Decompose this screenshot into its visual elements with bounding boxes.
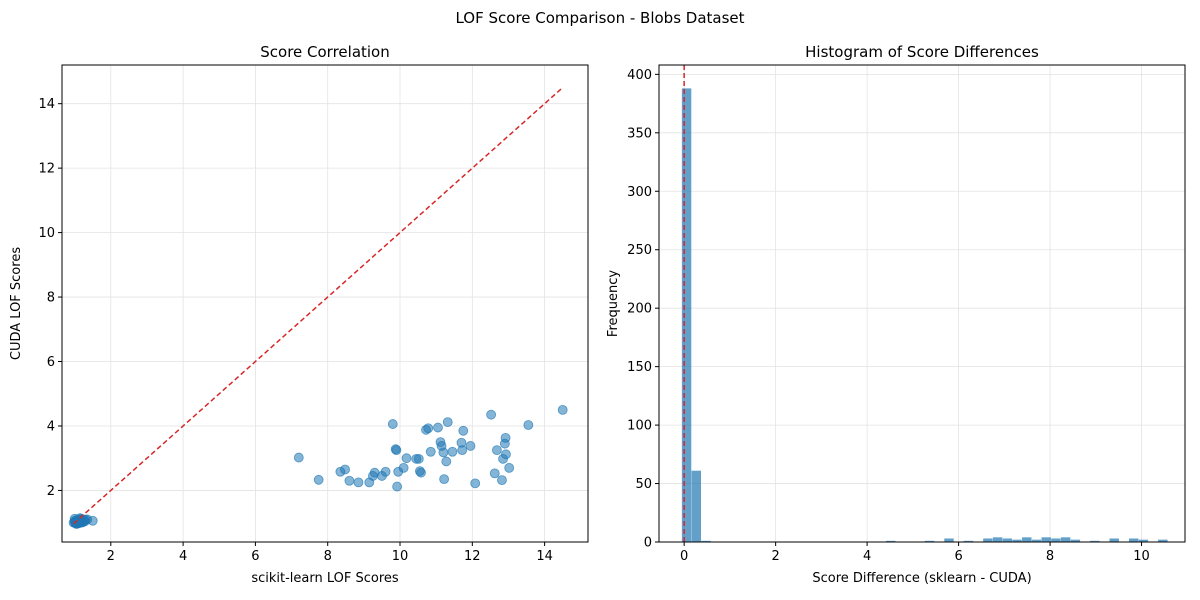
axes-frame bbox=[658, 64, 1186, 543]
histogram-bar bbox=[1031, 539, 1042, 542]
x-tick-label: 0 bbox=[680, 549, 688, 564]
scatter-point bbox=[491, 445, 502, 456]
x-tick-label: 2 bbox=[107, 549, 115, 564]
histogram-bar bbox=[963, 540, 974, 542]
scatter-point bbox=[416, 467, 426, 478]
y-tick-label: 400 bbox=[627, 68, 652, 83]
scatter-point bbox=[501, 449, 511, 460]
y-axis-label: Frequency bbox=[606, 270, 621, 337]
histogram-bar bbox=[1022, 537, 1032, 542]
scatter-point bbox=[441, 456, 452, 467]
histogram-bar bbox=[992, 537, 1003, 542]
reference-line bbox=[73, 87, 564, 525]
scatter-point bbox=[433, 422, 443, 433]
y-tick-label: 250 bbox=[627, 243, 652, 258]
histogram-bar bbox=[1070, 539, 1081, 542]
scatter-point bbox=[497, 475, 507, 486]
histogram-bar bbox=[885, 540, 896, 542]
x-tick-label: 2 bbox=[771, 549, 779, 564]
figure-title: LOF Score Comparison - Blobs Dataset bbox=[455, 9, 745, 27]
scatter-point bbox=[557, 404, 568, 415]
scatter-point bbox=[523, 420, 534, 430]
y-tick-label: 10 bbox=[38, 226, 55, 241]
y-tick-label: 2 bbox=[47, 484, 55, 499]
x-tick-label: 6 bbox=[954, 549, 962, 564]
scatter-point bbox=[401, 453, 412, 464]
y-tick-label: 350 bbox=[627, 126, 652, 141]
x-tick-label: 4 bbox=[179, 549, 187, 564]
scatter-point bbox=[391, 445, 402, 456]
histogram-bar bbox=[1128, 538, 1139, 542]
y-tick-label: 12 bbox=[38, 162, 55, 177]
scatter-point bbox=[489, 468, 500, 479]
scatter-point bbox=[87, 515, 98, 526]
chart-title: Histogram of Score Differences bbox=[805, 43, 1039, 61]
x-tick-label: 6 bbox=[251, 549, 259, 564]
histogram-bar bbox=[983, 538, 993, 542]
histogram-bar bbox=[1138, 539, 1149, 542]
scatter-point bbox=[398, 462, 409, 473]
y-tick-label: 4 bbox=[47, 419, 55, 434]
y-tick-label: 0 bbox=[644, 536, 652, 551]
histogram-bar bbox=[691, 470, 702, 542]
scatter-point bbox=[465, 441, 476, 451]
scatter-point bbox=[458, 425, 469, 436]
scatter-point bbox=[425, 446, 436, 457]
scatter-point bbox=[457, 445, 468, 456]
histogram-bar bbox=[1090, 540, 1100, 542]
histogram-bar bbox=[1060, 537, 1071, 542]
x-tick-label: 8 bbox=[1046, 549, 1054, 564]
y-tick-label: 100 bbox=[627, 419, 652, 434]
scatter-point bbox=[293, 452, 304, 463]
y-tick-label: 8 bbox=[47, 291, 55, 306]
scatter-point bbox=[500, 432, 511, 443]
y-tick-label: 150 bbox=[627, 360, 652, 375]
scatter-point bbox=[380, 466, 391, 477]
histogram-bar bbox=[1041, 537, 1051, 542]
x-tick-label: 14 bbox=[536, 549, 553, 564]
y-tick-label: 50 bbox=[635, 477, 652, 492]
scatter-point bbox=[439, 474, 450, 485]
axes-frame bbox=[61, 64, 589, 543]
scatter-point bbox=[387, 419, 398, 429]
scatter-point bbox=[447, 446, 458, 457]
scatter-point bbox=[340, 464, 350, 475]
histogram-bar bbox=[701, 540, 711, 542]
scatter-point bbox=[470, 478, 481, 489]
histogram-bar bbox=[1051, 538, 1061, 542]
histogram-bar bbox=[944, 538, 954, 542]
x-tick-label: 4 bbox=[863, 549, 871, 564]
scatter-point bbox=[423, 423, 434, 434]
y-tick-label: 14 bbox=[38, 97, 55, 112]
y-axis-label: CUDA LOF Scores bbox=[9, 247, 24, 360]
scatter-point bbox=[74, 515, 84, 526]
chart-title: Score Correlation bbox=[260, 43, 390, 61]
scatter-point bbox=[504, 462, 515, 473]
x-tick-label: 8 bbox=[324, 549, 332, 564]
scatter-point bbox=[392, 481, 403, 492]
x-tick-label: 12 bbox=[464, 549, 481, 564]
scatter-point bbox=[353, 477, 364, 488]
scatter-point bbox=[486, 409, 497, 420]
x-axis-label: Score Difference (sklearn - CUDA) bbox=[812, 571, 1031, 586]
scatter-point bbox=[413, 453, 424, 464]
y-tick-label: 6 bbox=[47, 355, 55, 370]
histogram-bar bbox=[1158, 539, 1168, 542]
scatter-point bbox=[313, 474, 324, 485]
scatter-point bbox=[442, 417, 453, 428]
y-tick-label: 200 bbox=[627, 302, 652, 317]
histogram-bar bbox=[1012, 539, 1022, 542]
histogram-bar bbox=[1002, 538, 1013, 542]
histogram-bar bbox=[1109, 538, 1119, 542]
histogram-bar bbox=[681, 88, 692, 542]
x-tick-label: 10 bbox=[1133, 549, 1150, 564]
histogram-bar bbox=[924, 540, 935, 542]
x-axis-label: scikit-learn LOF Scores bbox=[251, 571, 399, 586]
y-tick-label: 300 bbox=[627, 185, 652, 200]
x-tick-label: 10 bbox=[392, 549, 409, 564]
